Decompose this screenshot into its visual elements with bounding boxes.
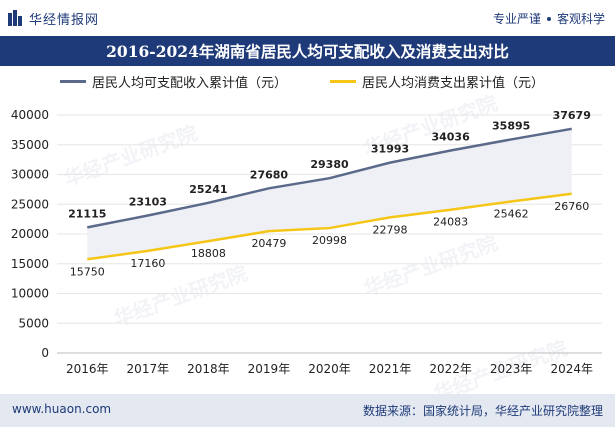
legend-income-swatch	[60, 80, 86, 83]
consumption-data-label-5: 22798	[373, 223, 408, 236]
y-tick-label-0: 0	[41, 346, 49, 360]
y-tick-label-40000: 40000	[11, 108, 49, 122]
y-tick-label-25000: 25000	[11, 197, 49, 211]
consumption-data-label-3: 20479	[251, 237, 286, 250]
y-tick-label-35000: 35000	[11, 138, 49, 152]
legend-consumption-swatch	[330, 80, 356, 83]
footer: www.huaon.com 数据来源：国家统计局，华经产业研究院整理	[0, 394, 615, 427]
consumption-data-label-7: 25462	[494, 208, 529, 221]
y-tick-label-15000: 15000	[11, 257, 49, 271]
consumption-data-label-6: 24083	[433, 216, 468, 229]
brand-name: 华经情报网	[29, 13, 100, 28]
x-tick-label-5: 2021年	[369, 362, 412, 376]
consumption-data-label-8: 26760	[554, 200, 589, 213]
x-tick-label-1: 2017年	[127, 362, 170, 376]
x-tick-label-0: 2016年	[66, 362, 109, 376]
slogan-2: 客观科学	[556, 12, 605, 26]
series-line-1	[87, 192, 572, 261]
income-data-label-8: 37679	[553, 109, 591, 122]
slogan: 专业严谨 客观科学	[493, 10, 605, 27]
income-data-label-1: 23103	[129, 196, 167, 209]
x-tick-label-7: 2023年	[490, 362, 533, 376]
chart-title: 2016-2024年湖南省居民人均可支配收入及消费支出对比	[106, 42, 509, 61]
income-data-label-5: 31993	[371, 143, 409, 156]
bar-chart-logo-icon	[8, 9, 22, 28]
consumption-data-label-4: 20998	[312, 234, 347, 247]
top-bar: 华经情报网 专业严谨 客观科学	[0, 0, 615, 36]
legend-item-consumption[interactable]: 居民人均消费支出累计值（元）	[330, 72, 544, 91]
x-tick-label-4: 2020年	[308, 362, 351, 376]
income-data-label-3: 27680	[250, 168, 289, 181]
dot-separator-icon	[546, 16, 551, 21]
chart-legend: 居民人均可支配收入累计值（元） 居民人均消费支出累计值（元）	[0, 72, 615, 92]
x-tick-label-6: 2022年	[429, 362, 472, 376]
income-data-label-2: 25241	[189, 183, 227, 196]
consumption-data-label-0: 15750	[70, 265, 105, 278]
x-tick-label-8: 2024年	[550, 362, 593, 376]
consumption-data-label-1: 17160	[130, 257, 165, 270]
y-tick-label-30000: 30000	[11, 168, 49, 182]
data-source: 数据来源：国家统计局，华经产业研究院整理	[362, 404, 603, 418]
income-data-label-7: 35895	[492, 119, 530, 132]
legend-consumption-label: 居民人均消费支出累计值（元）	[362, 76, 545, 91]
brand[interactable]: 华经情报网	[8, 9, 99, 28]
consumption-data-label-2: 18808	[191, 247, 226, 260]
website-link[interactable]: www.huaon.com	[12, 402, 112, 416]
series-line-0	[87, 127, 572, 229]
income-data-label-4: 29380	[310, 158, 349, 171]
income-data-label-0: 21115	[68, 207, 106, 220]
x-tick-label-2: 2018年	[187, 362, 230, 376]
slogan-1: 专业严谨	[492, 12, 541, 26]
x-tick-label-3: 2019年	[248, 362, 291, 376]
income-data-label-6: 34036	[431, 130, 470, 143]
legend-item-income[interactable]: 居民人均可支配收入累计值（元）	[60, 72, 287, 91]
legend-income-label: 居民人均可支配收入累计值（元）	[92, 76, 288, 91]
y-tick-label-5000: 5000	[18, 316, 49, 330]
title-bar: 2016-2024年湖南省居民人均可支配收入及消费支出对比	[0, 36, 615, 66]
y-tick-label-10000: 10000	[11, 287, 49, 301]
fill-between-area	[87, 128, 572, 260]
line-chart: 21115 23103 25241 27680 29380 31993 34036 35895…	[11, 108, 602, 376]
y-tick-label-20000: 20000	[11, 227, 49, 241]
